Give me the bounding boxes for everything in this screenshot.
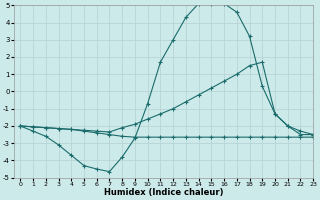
X-axis label: Humidex (Indice chaleur): Humidex (Indice chaleur)	[104, 188, 223, 197]
